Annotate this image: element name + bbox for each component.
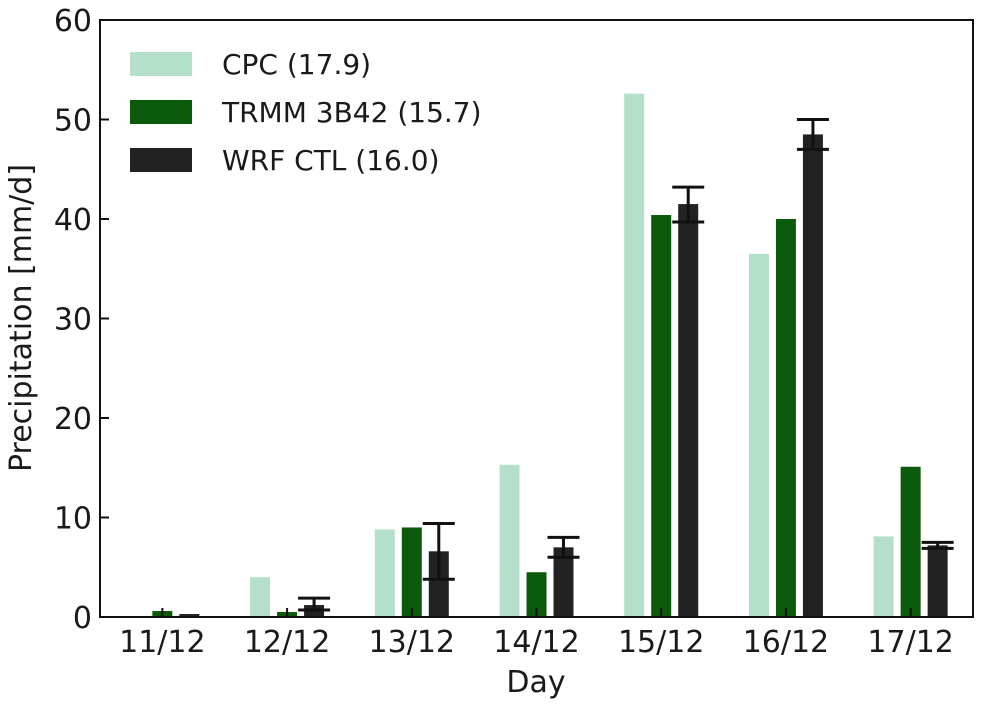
x-tick-label: 16/12 bbox=[743, 625, 829, 660]
x-tick-label: 11/12 bbox=[119, 625, 205, 660]
bar-series-2 bbox=[900, 466, 921, 617]
legend-label-1: CPC (17.9) bbox=[222, 48, 371, 81]
y-tick-label: 20 bbox=[54, 402, 92, 437]
legend: CPC (17.9) TRMM 3B42 (15.7) WRF CTL (16.0) bbox=[130, 48, 482, 177]
y-tick-label: 50 bbox=[54, 104, 92, 139]
bar-series-3 bbox=[802, 134, 823, 618]
legend-label-2: TRMM 3B42 (15.7) bbox=[221, 96, 482, 129]
x-axis: 11/12 12/12 13/12 14/12 15/12 16/12 17/12 bbox=[119, 608, 954, 660]
bar-series-3 bbox=[927, 545, 948, 617]
bar-series-3 bbox=[179, 614, 200, 617]
bar-series-1 bbox=[374, 529, 395, 617]
y-tick-label: 40 bbox=[54, 203, 92, 238]
bar-series-1 bbox=[873, 536, 894, 617]
y-axis-label: Precipitation [mm/d] bbox=[4, 164, 39, 472]
bar-series-2 bbox=[775, 219, 796, 617]
y-tick-label: 10 bbox=[54, 502, 92, 537]
y-axis: 0 10 20 30 40 50 60 bbox=[54, 4, 109, 636]
bar-series-3 bbox=[678, 204, 699, 617]
y-tick-label: 30 bbox=[54, 303, 92, 338]
legend-swatch-2 bbox=[130, 100, 192, 124]
y-tick-label: 0 bbox=[73, 601, 92, 636]
bar-series-1 bbox=[499, 464, 520, 617]
legend-swatch-1 bbox=[130, 52, 192, 76]
bar-series-2 bbox=[526, 572, 547, 617]
error-bars-layer bbox=[298, 118, 954, 612]
bar-series-2 bbox=[651, 215, 672, 617]
x-tick-label: 14/12 bbox=[493, 625, 579, 660]
bar-series-1 bbox=[250, 577, 271, 617]
x-tick-label: 17/12 bbox=[867, 625, 953, 660]
bar-series-3 bbox=[428, 551, 449, 617]
legend-swatch-3 bbox=[130, 148, 192, 172]
x-tick-label: 13/12 bbox=[369, 625, 455, 660]
bars-layer bbox=[152, 93, 948, 618]
legend-label-3: WRF CTL (16.0) bbox=[222, 144, 440, 177]
x-tick-label: 15/12 bbox=[618, 625, 704, 660]
y-tick-label: 60 bbox=[54, 4, 92, 39]
x-axis-label: Day bbox=[506, 665, 565, 700]
x-tick-label: 12/12 bbox=[244, 625, 330, 660]
bar-series-2 bbox=[401, 527, 422, 617]
bar-series-1 bbox=[624, 93, 645, 617]
bar-series-3 bbox=[553, 547, 574, 617]
bar-series-1 bbox=[748, 253, 769, 617]
